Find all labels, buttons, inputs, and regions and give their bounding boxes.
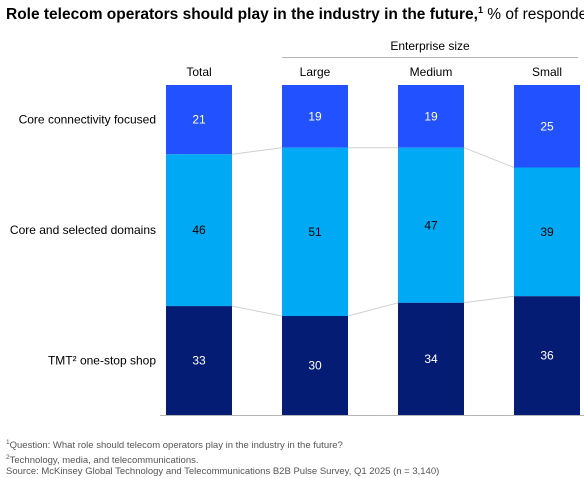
stacked-bar-chart: 21 46 33 Total 19 51 30 Large 19 47 34 Medium 25 39 36… <box>10 65 584 416</box>
connector-line <box>231 305 283 317</box>
data-label-medium-core-connectivity-focused: 19 <box>424 109 438 123</box>
connector-line <box>463 295 515 304</box>
category-label-small: Small <box>532 65 562 79</box>
enterprise-size-divider <box>282 57 578 58</box>
data-label-total-tmt-one-stop-shop: 33 <box>192 354 206 368</box>
chart-title-unit: % of respondents <box>487 6 584 24</box>
bar-large-core-connectivity-focused <box>282 85 348 148</box>
series-label-core-and-selected-domains: Core and selected domains <box>10 223 156 237</box>
category-label-medium: Medium <box>410 65 453 79</box>
connector-line <box>347 302 399 317</box>
data-label-small-tmt-one-stop-shop: 36 <box>540 349 554 363</box>
bar-medium-core-and-selected-domains <box>398 147 464 303</box>
bar-small-core-connectivity-focused <box>514 85 580 168</box>
data-label-total-core-connectivity-focused: 21 <box>192 113 206 127</box>
data-label-small-core-and-selected-domains: 39 <box>540 225 554 239</box>
category-label-total: Total <box>186 65 211 79</box>
chart-title-main: Role telecom operators should play in th… <box>6 6 478 24</box>
connector-line <box>231 147 283 155</box>
footnote-1: 1Question: What role should telecom oper… <box>6 439 343 452</box>
data-label-small-core-connectivity-focused: 25 <box>540 119 554 133</box>
data-label-medium-core-and-selected-domains: 47 <box>424 218 438 232</box>
data-label-large-tmt-one-stop-shop: 30 <box>308 359 322 373</box>
data-label-large-core-and-selected-domains: 51 <box>308 225 322 239</box>
connector-line <box>463 147 515 168</box>
bar-total-tmt-one-stop-shop <box>166 306 232 415</box>
bar-large-core-and-selected-domains <box>282 147 348 316</box>
series-label-tmt-one-stop-shop: TMT² one-stop shop <box>48 354 156 368</box>
bar-small-tmt-one-stop-shop <box>514 296 580 415</box>
series-label-core-connectivity-focused: Core connectivity focused <box>19 113 156 127</box>
bar-medium-tmt-one-stop-shop <box>398 302 464 415</box>
footnotes: 1Question: What role should telecom oper… <box>6 437 439 478</box>
data-label-total-core-and-selected-domains: 46 <box>192 223 206 237</box>
chart-title-footnote-marker: 1 <box>477 5 483 15</box>
bar-total-core-and-selected-domains <box>166 154 232 307</box>
enterprise-size-label: Enterprise size <box>390 39 470 53</box>
bar-medium-core-connectivity-focused <box>398 85 464 148</box>
data-label-large-core-connectivity-focused: 19 <box>308 109 322 123</box>
category-label-large: Large <box>300 65 331 79</box>
footnote-2: 2Technology, media, and telecommunicatio… <box>6 453 199 466</box>
bar-small-core-and-selected-domains <box>514 167 580 297</box>
data-label-medium-tmt-one-stop-shop: 34 <box>424 352 438 366</box>
chart-title: Role telecom operators should play in th… <box>6 5 584 24</box>
bar-large-tmt-one-stop-shop <box>282 316 348 415</box>
bar-total-core-connectivity-focused <box>166 85 232 155</box>
footnote-source: Source: McKinsey Global Technology and T… <box>6 466 440 478</box>
